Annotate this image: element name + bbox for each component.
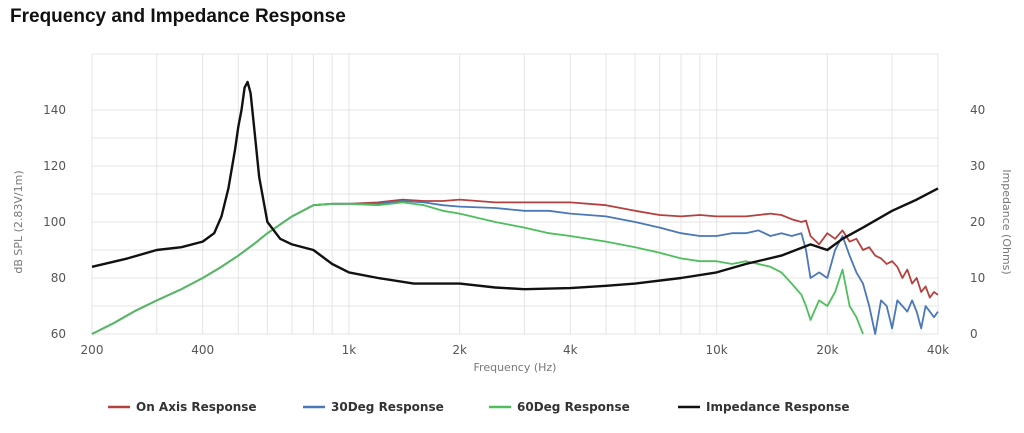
y-right-tick-label: 0 — [970, 327, 978, 341]
y-left-tick-label: 60 — [51, 327, 66, 341]
y-right-axis-title: Impedance (Ohms) — [1000, 169, 1013, 274]
x-tick-label: 400 — [191, 343, 214, 357]
series-line-impedance-response — [91, 80, 939, 291]
series-line-60deg-response — [91, 201, 864, 335]
legend: On Axis Response 30Deg Response 60Deg Resp… — [108, 400, 850, 414]
legend-label: On Axis Response — [136, 400, 257, 414]
x-axis-title: Frequency (Hz) — [474, 361, 557, 374]
x-tick-label: 2k — [452, 343, 467, 357]
x-tick-label: 40k — [927, 343, 949, 357]
legend-label: 60Deg Response — [517, 400, 630, 414]
x-tick-label: 20k — [816, 343, 838, 357]
x-tick-label: 10k — [706, 343, 728, 357]
x-tick-label: 1k — [342, 343, 357, 357]
y-left-tick-label: 140 — [43, 103, 66, 117]
y-left-tick-label: 100 — [43, 215, 66, 229]
y-left-axis-title: dB SPL (2.83V/1m) — [12, 170, 25, 273]
y-right-tick-label: 10 — [970, 271, 985, 285]
legend-label: 30Deg Response — [331, 400, 444, 414]
axis-ticks: 200 400 1k 2k 4k 10k 20k 40k 60 80 100 120 140 0 10 20 3… — [43, 103, 985, 357]
y-left-tick-label: 80 — [51, 271, 66, 285]
y-right-tick-label: 20 — [970, 215, 985, 229]
axis-titles: Frequency (Hz) dB SPL (2.83V/1m) Impedance… — [12, 169, 1013, 374]
y-left-tick-label: 120 — [43, 159, 66, 173]
y-right-tick-label: 40 — [970, 103, 985, 117]
y-right-tick-label: 30 — [970, 159, 985, 173]
series-layer — [91, 80, 939, 335]
page-title: Frequency and Impedance Response — [10, 6, 346, 27]
x-tick-label: 200 — [81, 343, 104, 357]
x-tick-label: 4k — [563, 343, 578, 357]
legend-label: Impedance Response — [706, 400, 850, 414]
